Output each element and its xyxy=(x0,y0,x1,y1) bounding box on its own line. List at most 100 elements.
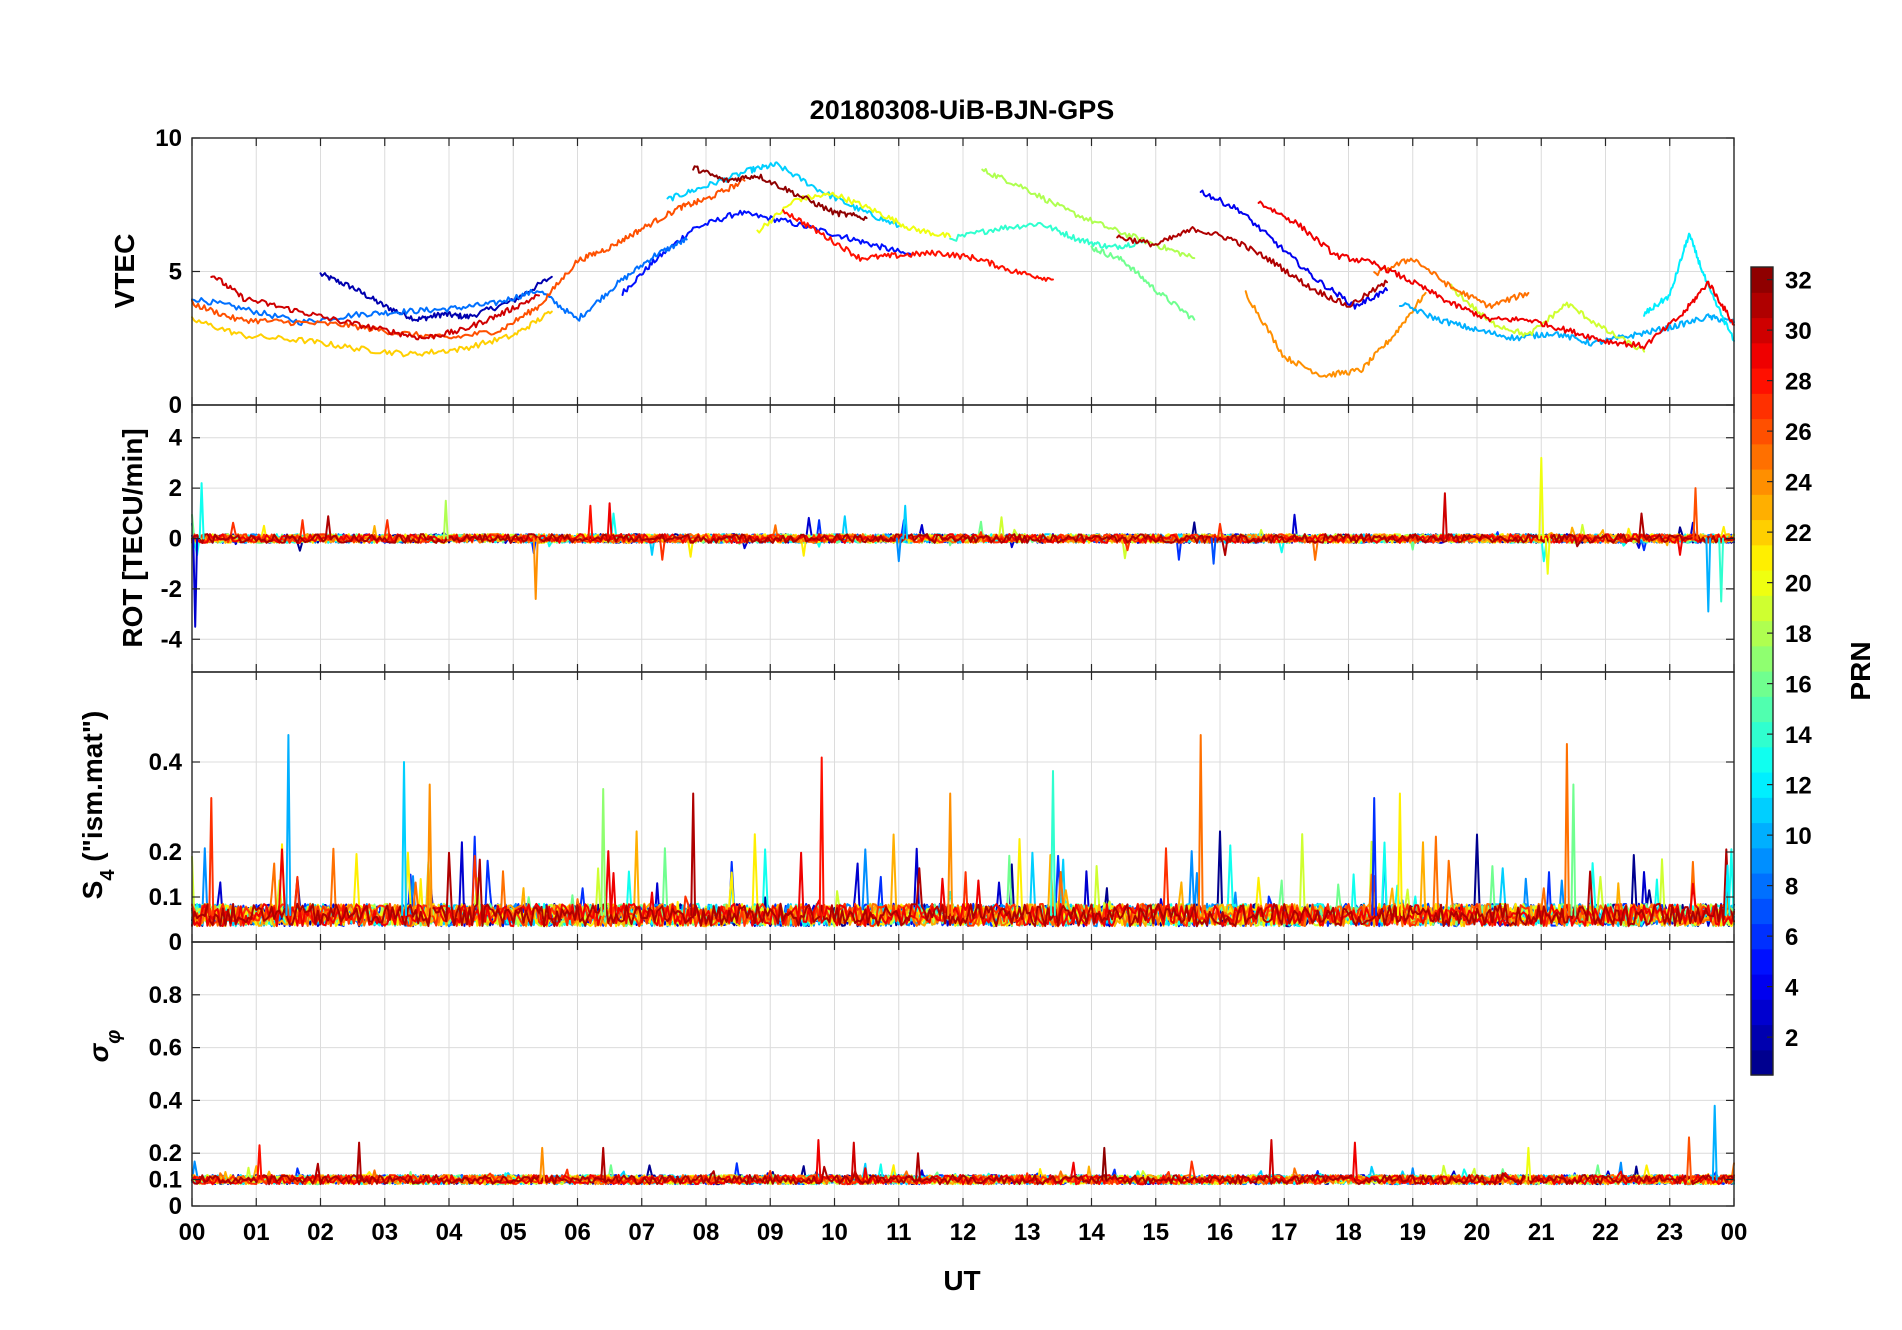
colorbar-band-5 xyxy=(1751,948,1773,975)
x-tick-label: 17 xyxy=(1271,1219,1298,1246)
rot-y-ticks: -4 -2 0 2 4 xyxy=(161,425,1734,653)
sigma-label-sub: φ xyxy=(103,1030,125,1044)
vtec-series-prn-26 xyxy=(191,178,746,340)
s4-label-main: S xyxy=(77,881,108,900)
s4-ytick-label: 0.1 xyxy=(149,884,182,911)
colorbar-band-7 xyxy=(1751,898,1773,925)
colorbar-tick-label: 24 xyxy=(1785,470,1812,497)
rot-spike-prn-18 xyxy=(442,499,449,540)
vtec-series-prn-4 xyxy=(1199,189,1388,310)
s4-label-sub: 4 xyxy=(97,869,119,881)
s4-ytick-label: 0.2 xyxy=(149,839,182,866)
x-tick-label: 21 xyxy=(1528,1219,1555,1246)
x-tick-label: 13 xyxy=(1014,1219,1041,1246)
sigma_phi-series-prn-31 xyxy=(191,1162,1735,1186)
vtec-series-prn-16 xyxy=(1090,245,1196,321)
colorbar-frame xyxy=(1750,266,1774,1076)
s4-spike-prn-10 xyxy=(285,734,292,916)
sigma_phi-spike-prn-29 xyxy=(815,1139,822,1181)
colorbar-band-32 xyxy=(1751,267,1773,293)
x-tick-label: 10 xyxy=(821,1219,848,1246)
colorbar-tick-label: 30 xyxy=(1785,318,1812,345)
sigma-phi-series xyxy=(191,1104,1735,1186)
vtec-series xyxy=(191,161,1735,378)
colorbar-band-20 xyxy=(1751,570,1773,596)
rot-ytick-label: -4 xyxy=(161,626,183,653)
sigma_phi-spike-prn-31 xyxy=(356,1141,362,1181)
vtec-series-prn-12 xyxy=(1643,232,1735,342)
sigma_phi-spike-prn-30 xyxy=(850,1141,857,1181)
vtec-series-prn-29 xyxy=(1257,200,1735,350)
sigma-phi-y-ticks: 00.10.2 0.4 0.6 0.8 xyxy=(149,982,1734,1220)
vtec-ytick-label: 5 xyxy=(169,259,182,286)
sigma_phi-ytick-label: 0 xyxy=(169,1193,182,1220)
s4-ytick-label: 0 xyxy=(169,929,182,956)
x-tick-label: 16 xyxy=(1207,1219,1234,1246)
s4-spike-prn-21 xyxy=(1397,792,1403,916)
s4-spike-prn-24 xyxy=(426,783,433,916)
x-tick-label: 03 xyxy=(371,1219,398,1246)
colorbar-band-13 xyxy=(1751,746,1773,773)
vtec-y-axis-label: VTEC xyxy=(109,234,140,309)
sigma_phi-spike-prn-10 xyxy=(1711,1104,1718,1181)
rot-series-prn-31 xyxy=(191,512,1735,557)
vtec-series-prn-5 xyxy=(621,209,913,296)
sigma-phi-y-axis-label: σφ xyxy=(83,1030,125,1063)
colorbar-band-24 xyxy=(1751,469,1773,495)
vtec-series-prn-10 xyxy=(1398,302,1735,347)
sigma_phi-spike-prn-28 xyxy=(256,1144,263,1181)
colorbar-tick-label: 20 xyxy=(1785,571,1812,598)
x-tick-label: 01 xyxy=(243,1219,270,1246)
x-tick-label: 00 xyxy=(179,1219,206,1246)
colorbar-tick-label: 8 xyxy=(1785,874,1798,901)
colorbar-band-6 xyxy=(1751,923,1773,950)
colorbar-band-14 xyxy=(1751,721,1773,748)
sigma_phi-ytick-label: 0.6 xyxy=(149,1035,182,1062)
s4-spike-prn-11 xyxy=(401,761,407,916)
sigma_phi-spike-prn-29 xyxy=(1352,1141,1358,1181)
s4-series-prn-31 xyxy=(191,848,1735,928)
x-tick-label: 11 xyxy=(886,1219,911,1246)
colorbar-tick-label: 4 xyxy=(1785,975,1799,1002)
colorbar-band-25 xyxy=(1751,443,1773,470)
vtec-series-prn-20 xyxy=(756,191,952,238)
s4-spike-prn-12 xyxy=(1724,864,1731,916)
sigma_phi-ytick-label: 0.8 xyxy=(149,982,182,1009)
s4-spike-prn-17 xyxy=(600,788,607,916)
x-tick-label: 05 xyxy=(500,1219,527,1246)
x-tick-label: 23 xyxy=(1656,1219,1683,1246)
s4-series xyxy=(191,734,1735,928)
s4-spike-prn-25 xyxy=(1197,734,1204,916)
colorbar-tick-label: 14 xyxy=(1785,722,1812,749)
rot-spike-prn-10 xyxy=(1705,537,1712,613)
colorbar-band-18 xyxy=(1751,620,1773,647)
s4-spike-prn-16 xyxy=(1570,783,1577,916)
rot-spike-prn-26 xyxy=(1692,487,1699,540)
colorbar-band-19 xyxy=(1751,595,1773,622)
s4-spike-prn-31 xyxy=(690,792,697,916)
x-tick-label: 06 xyxy=(564,1219,591,1246)
x-tick-label: 18 xyxy=(1335,1219,1362,1246)
vtec-series-prn-14 xyxy=(949,221,1144,250)
rot-ytick-label: 2 xyxy=(169,475,182,502)
sigma_phi-ytick-label: 0.4 xyxy=(149,1087,183,1114)
colorbar-band-4 xyxy=(1751,974,1773,1000)
s4-spike-prn-27 xyxy=(208,797,215,916)
vtec-grid xyxy=(192,138,1734,405)
rot-spike-prn-24 xyxy=(532,537,539,600)
colorbar-tick-label: 2 xyxy=(1785,1025,1798,1052)
x-tick-label: 08 xyxy=(693,1219,720,1246)
s4-spike-prn-28 xyxy=(818,756,825,916)
vtec-ytick-label: 10 xyxy=(155,125,182,152)
colorbar-bands xyxy=(1751,267,1773,1076)
rot-spike-prn-7 xyxy=(1210,537,1217,565)
sigma_phi-spike-prn-32 xyxy=(1101,1146,1108,1181)
vtec-series-prn-11 xyxy=(666,161,900,228)
rot-ytick-label: -2 xyxy=(161,576,182,603)
colorbar-band-3 xyxy=(1751,999,1773,1026)
colorbar-band-22 xyxy=(1751,519,1773,546)
